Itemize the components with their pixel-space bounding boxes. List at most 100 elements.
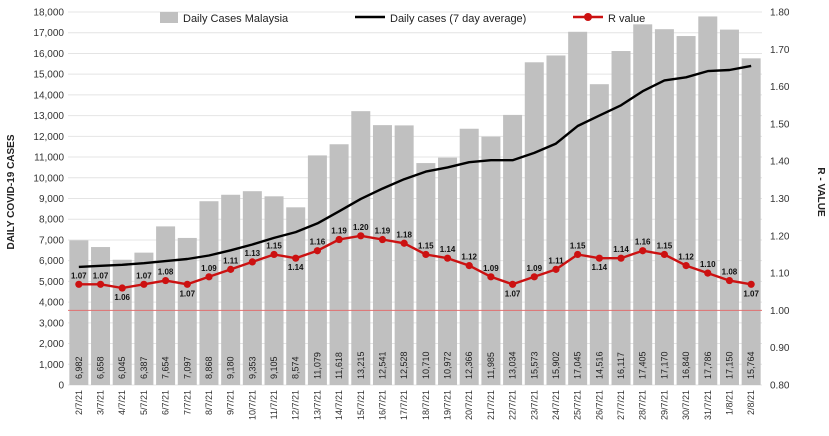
left-tick-label: 10,000 — [33, 173, 64, 184]
r-value-point — [595, 254, 603, 262]
left-tick-label: 16,000 — [33, 49, 64, 60]
x-tick-label: 17/7/21 — [399, 390, 409, 420]
bar — [481, 136, 501, 385]
r-value-labels: 1.07 1.07 1.06 1.07 1.08 1.07 1.09 1.11 1.13 1.15… — [71, 223, 759, 302]
r-value-line-path — [78, 234, 752, 290]
x-tick-label: 22/7/21 — [508, 390, 518, 420]
x-tick-label: 30/7/21 — [681, 390, 691, 420]
left-tick-label: 1,000 — [39, 360, 64, 371]
r-value-point — [335, 235, 343, 244]
r-value-point — [617, 254, 625, 262]
left-tick-label: 2,000 — [39, 339, 64, 350]
r-value-point — [205, 273, 213, 281]
r-value-point — [313, 247, 322, 255]
x-tick-label: 19/7/21 — [443, 390, 453, 420]
r-value-label: 1.16 — [310, 238, 326, 247]
bar-value-label: 7,097 — [182, 356, 192, 379]
r-value-label: 1.07 — [71, 271, 87, 280]
legend: Daily Cases Malaysia Daily cases (7 day … — [160, 12, 645, 25]
r-value-point — [574, 250, 582, 259]
bar-value-label: 16,840 — [681, 351, 691, 379]
bar-value-label: 10,972 — [443, 351, 453, 379]
r-value-point — [400, 239, 408, 247]
bar — [568, 31, 588, 385]
r-value-label: 1.14 — [440, 245, 456, 254]
bar-value-label: 10,710 — [421, 351, 431, 379]
r-value-point — [639, 247, 647, 255]
x-tick-label: 29/7/21 — [659, 390, 669, 420]
r-value-label: 1.08 — [722, 268, 738, 277]
bar-value-label: 13,215 — [356, 351, 366, 379]
legend-swatch-daily-cases — [160, 12, 178, 23]
legend-marker-r-value — [584, 13, 592, 21]
right-tick-label: 1.00 — [770, 306, 790, 317]
r-value-label: 1.07 — [179, 289, 195, 298]
bar-value-label: 9,105 — [269, 356, 279, 379]
r-value-label: 1.14 — [613, 245, 629, 254]
bar-value-label: 8,574 — [291, 356, 301, 379]
bar — [69, 240, 89, 385]
r-value-point — [660, 250, 669, 259]
bar — [741, 58, 761, 385]
r-value-point — [161, 276, 170, 285]
bar-value-label: 9,180 — [226, 356, 236, 379]
x-tick-label: 16/7/21 — [377, 390, 387, 420]
r-value-label: 1.06 — [114, 293, 130, 302]
right-axis-ticks: 0.80 0.90 1.00 1.10 1.20 1.30 1.40 1.50 1.60 1.70… — [770, 8, 790, 392]
bar-value-label: 11,618 — [334, 352, 344, 379]
bar — [546, 55, 566, 386]
left-tick-label: 17,000 — [33, 28, 64, 39]
r-value-point — [508, 280, 517, 288]
left-axis-ticks: 0 1,000 2,000 3,000 4,000 5,000 6,000 7,000 8,00… — [33, 8, 64, 392]
bar-value-label: 15,902 — [551, 351, 561, 379]
left-tick-label: 0 — [58, 381, 64, 392]
bar-value-label: 17,405 — [638, 351, 648, 379]
bar — [438, 157, 458, 385]
r-value-point — [292, 254, 300, 262]
r-value-point — [747, 280, 755, 288]
left-axis-title: DAILY COVID-19 CASES — [6, 134, 17, 249]
bar — [329, 144, 349, 385]
left-tick-label: 7,000 — [39, 235, 64, 246]
bar-value-label: 11,985 — [486, 352, 496, 379]
right-tick-label: 1.20 — [770, 231, 790, 242]
bar-value-label: 17,170 — [659, 351, 669, 379]
bar-value-label: 11,079 — [312, 352, 322, 379]
bar — [372, 125, 392, 385]
r-value-point — [270, 250, 278, 259]
r-value-label: 1.16 — [635, 238, 651, 247]
r-value-point — [443, 254, 452, 262]
bar-value-label: 12,541 — [377, 351, 387, 379]
x-tick-label: 14/7/21 — [334, 390, 344, 420]
bar-series-daily-cases — [69, 16, 761, 386]
x-tick-label: 13/7/21 — [312, 390, 322, 420]
bar — [524, 62, 544, 385]
r-value-label: 1.08 — [158, 268, 174, 277]
r-value-label: 1.09 — [483, 264, 499, 273]
r-value-label: 1.07 — [93, 271, 109, 280]
bar-value-label: 6,045 — [117, 356, 127, 379]
bar-value-label: 9,353 — [247, 356, 257, 379]
bar-value-labels: 6,982 6,658 6,045 6,387 7,654 7,097 8,868 9,180… — [74, 351, 756, 379]
legend-label-r-value: R value — [608, 13, 645, 25]
x-tick-label: 11/7/21 — [269, 390, 279, 419]
r-value-point — [465, 262, 473, 270]
bar-value-label: 6,982 — [74, 356, 84, 379]
x-tick-label: 28/7/21 — [638, 390, 648, 420]
x-tick-label: 2/7/21 — [74, 390, 84, 415]
r-value-label: 1.15 — [418, 241, 434, 250]
r-value-point — [682, 262, 690, 270]
x-tick-label: 18/7/21 — [421, 390, 431, 420]
r-value-point — [183, 280, 191, 288]
x-tick-label: 24/7/21 — [551, 390, 561, 420]
bar-value-label: 12,366 — [464, 351, 474, 379]
x-tick-label: 26/7/21 — [594, 390, 604, 420]
r-value-label: 1.20 — [353, 223, 369, 232]
right-tick-label: 1.60 — [770, 82, 790, 93]
r-value-point — [96, 280, 105, 288]
bar — [112, 259, 132, 385]
legend-label-daily-cases: Daily Cases Malaysia — [183, 13, 289, 25]
r-value-point — [704, 269, 712, 277]
r-value-line — [75, 232, 755, 292]
